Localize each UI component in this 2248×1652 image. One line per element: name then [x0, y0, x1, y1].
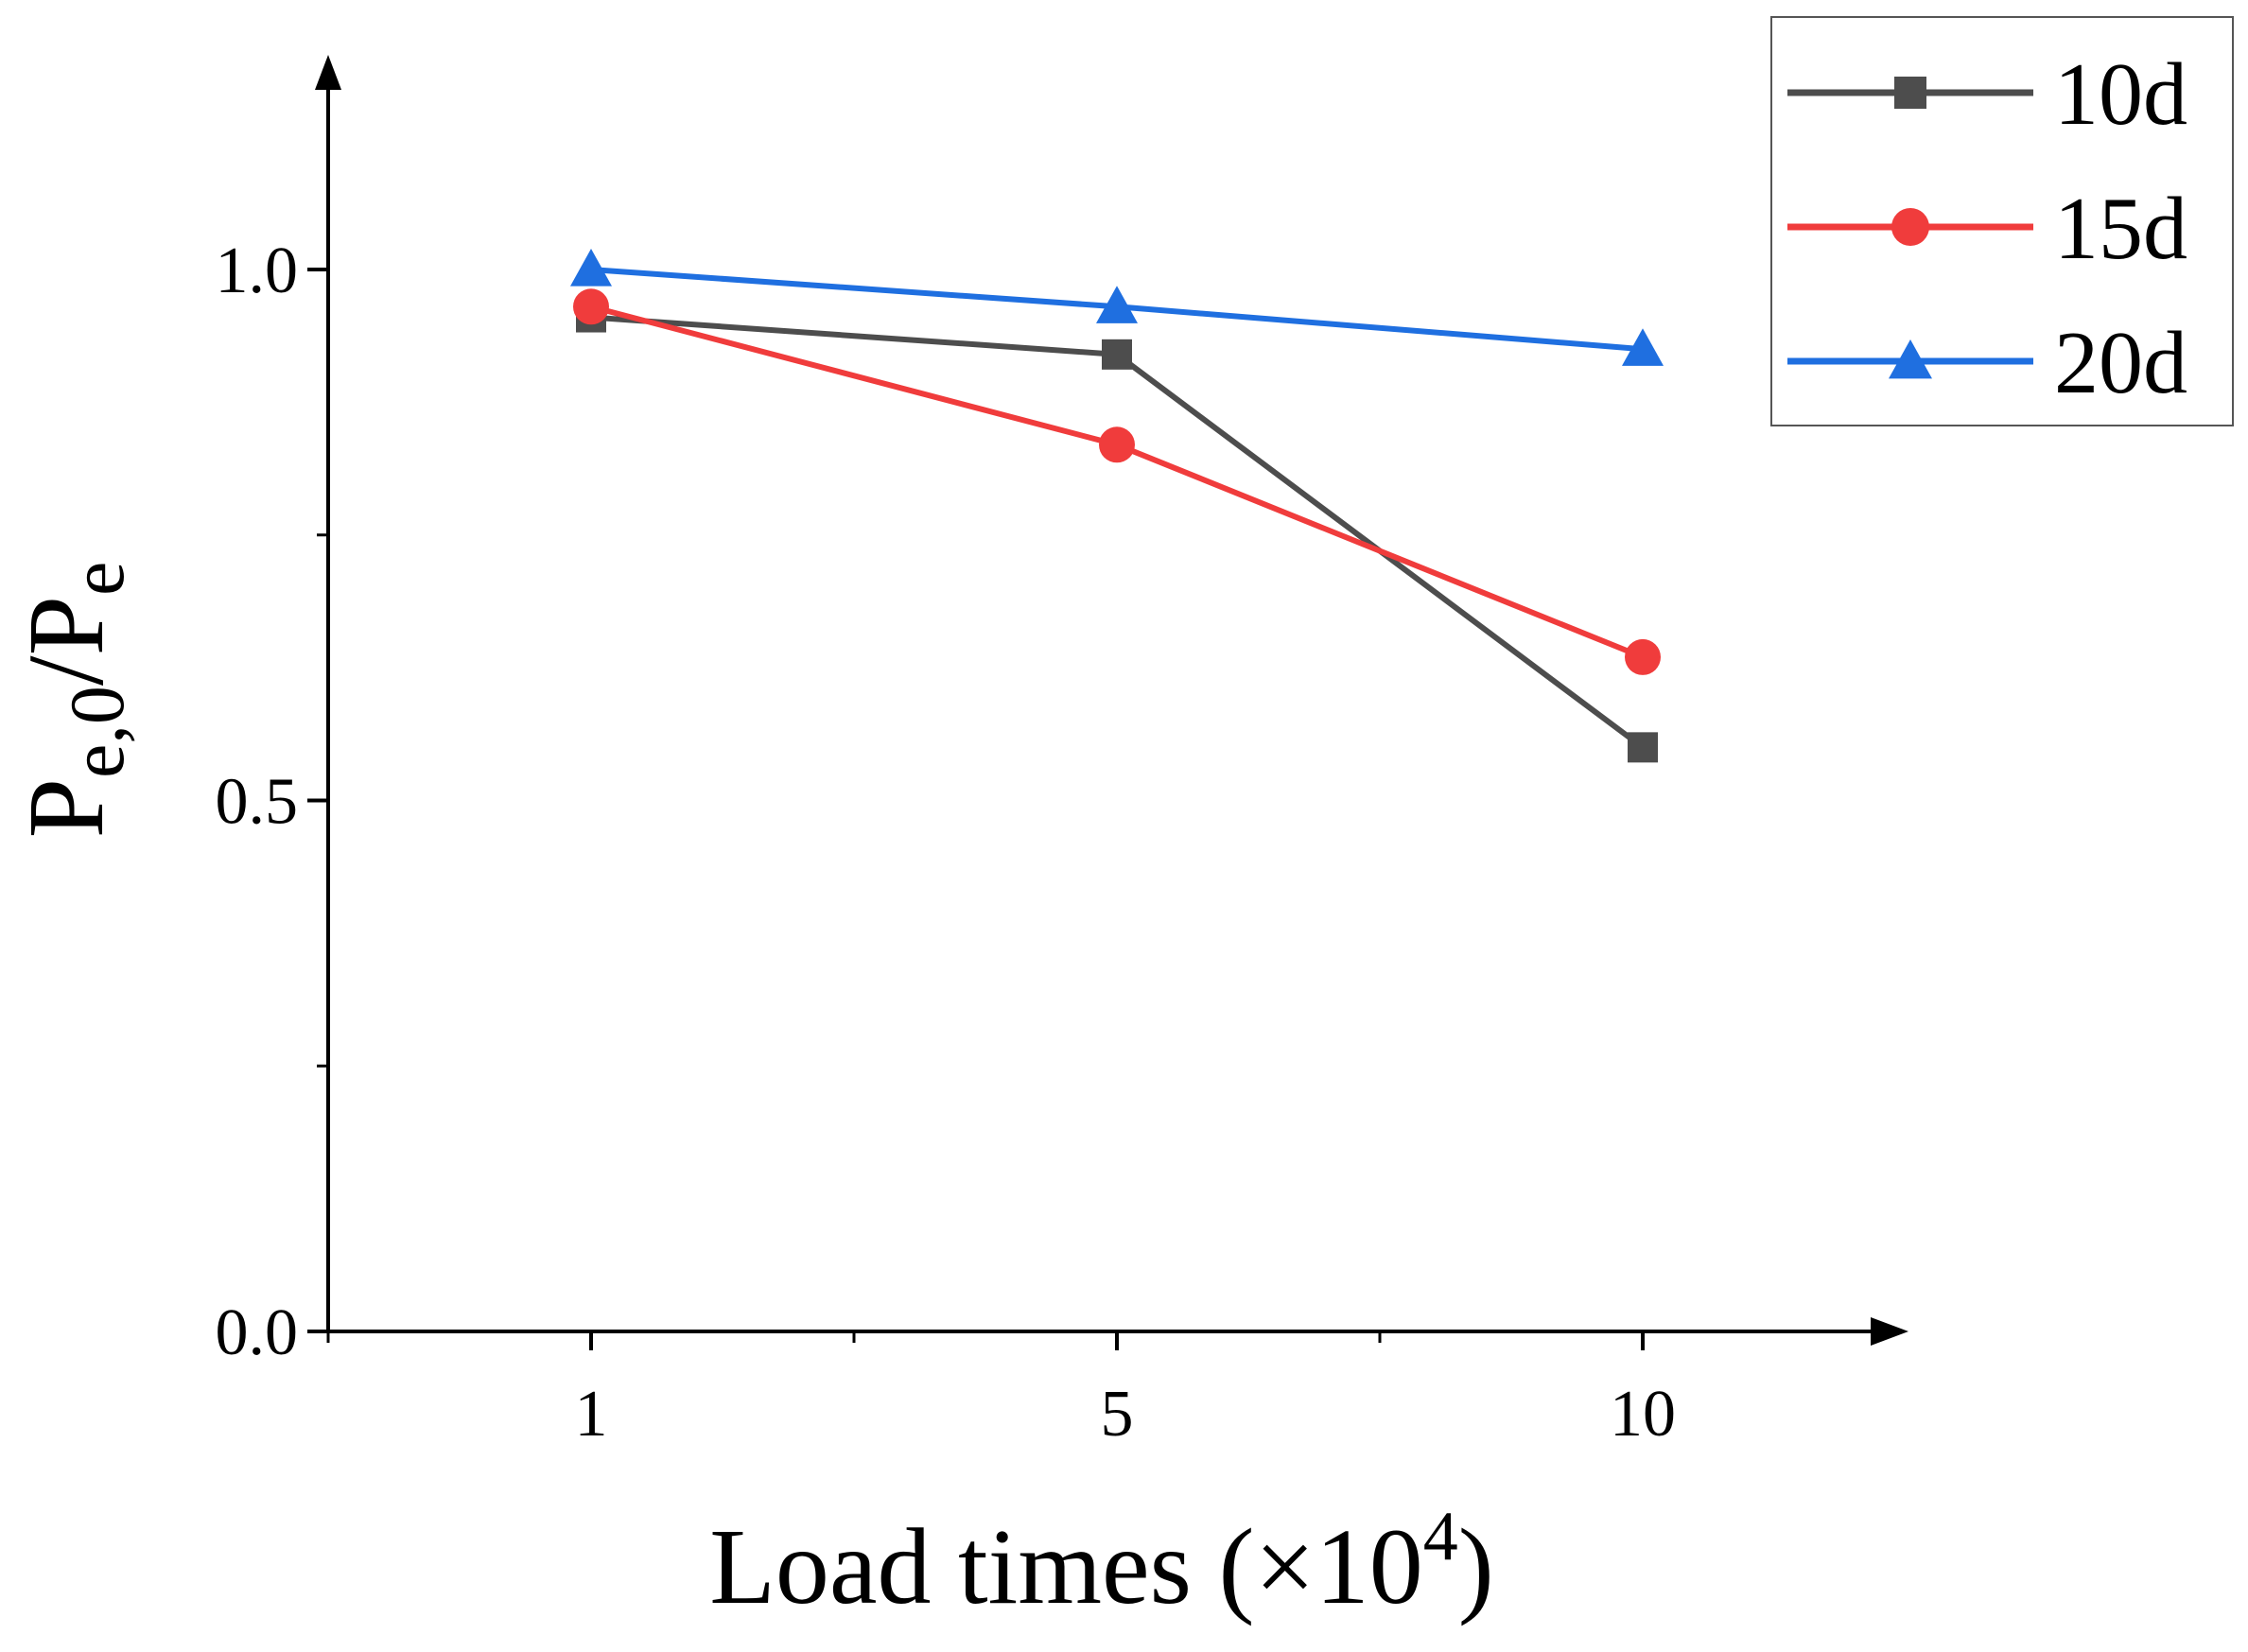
y-title-sub2: e — [54, 562, 140, 596]
legend-entry: 10d — [1787, 45, 2187, 144]
series-point — [1889, 339, 1932, 379]
y-axis-arrow — [315, 55, 341, 90]
series-20d — [570, 249, 1664, 366]
series-point — [1894, 77, 1926, 109]
series-point — [1102, 339, 1132, 370]
x-title-sup: 4 — [1423, 1498, 1458, 1575]
y-tick-label: 0.0 — [216, 1296, 299, 1369]
legend-label: 15d — [2054, 180, 2187, 278]
y-axis-title-group: Pe,0/Pe — [6, 562, 140, 839]
series-line — [590, 314, 1645, 750]
x-title-main: Load times ( — [709, 1506, 1254, 1626]
series-point — [1099, 426, 1135, 463]
x-tick-label: 10 — [1610, 1378, 1676, 1451]
y-axis-title: Pe,0/Pe — [6, 562, 140, 839]
legend: 10d 15d 20d — [1770, 16, 2234, 426]
x-axis-title: Load times (×104) — [709, 1498, 1493, 1626]
y-tick-label: 0.5 — [216, 766, 299, 839]
series-group — [570, 249, 1664, 763]
series-point — [1625, 638, 1661, 675]
legend-box — [1770, 16, 2234, 426]
x-title-mult: ×10 — [1254, 1506, 1422, 1626]
x-axis-arrow — [1871, 1317, 1908, 1346]
series-point — [1891, 208, 1929, 246]
axis-ticks: 0.0 0.5 1.0 1 5 10 — [216, 235, 1677, 1451]
legend-entry: 20d — [1787, 314, 2187, 412]
y-title-slash: /P — [6, 596, 126, 686]
series-point — [1096, 286, 1138, 323]
series-point — [570, 249, 612, 287]
legend-label: 20d — [2054, 314, 2187, 412]
y-title-p1: P — [6, 778, 126, 838]
legend-entry: 15d — [1787, 180, 2187, 278]
x-title-close: ) — [1458, 1506, 1494, 1626]
legend-label: 10d — [2054, 45, 2187, 144]
y-tick-label: 1.0 — [216, 235, 299, 307]
x-tick-label: 1 — [575, 1378, 608, 1451]
series-point — [573, 288, 609, 325]
series-point — [1622, 328, 1664, 366]
series-point — [1628, 732, 1658, 763]
series-15d — [573, 288, 1661, 675]
series-10d — [576, 302, 1658, 763]
x-tick-label: 5 — [1101, 1378, 1134, 1451]
y-title-sub1: e,0 — [54, 686, 140, 778]
